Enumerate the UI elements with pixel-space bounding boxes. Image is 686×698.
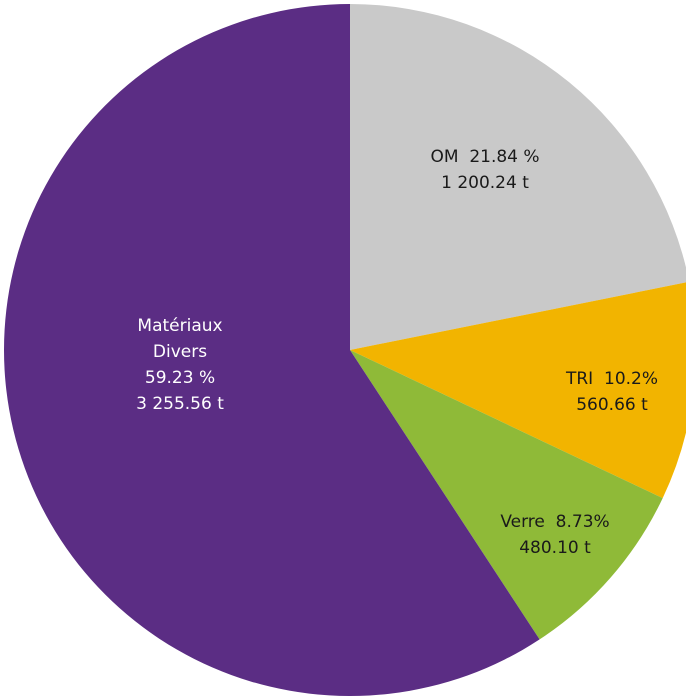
slice-label: TRI 10.2% 560.66 t — [566, 366, 658, 418]
tonnage-label: 560.66 t — [576, 395, 648, 415]
percent-label: 59.23 % — [144, 368, 216, 388]
slice-label: OM 21.84 % 1 200.24 t — [430, 144, 539, 196]
pie-slice — [4, 4, 540, 696]
percent-label: 8.73% — [555, 512, 610, 532]
slice-label: Matériaux Divers 59.23 % 3 255.56 t — [125, 313, 235, 417]
pie-slice — [350, 4, 686, 350]
slice-label: Verre 8.73% 480.10 t — [500, 509, 609, 561]
slice-name: Matériaux Divers — [137, 316, 223, 362]
percent-label: 21.84 % — [469, 147, 540, 167]
slice-name: TRI — [565, 369, 594, 389]
pie-slice — [350, 282, 686, 499]
tonnage-label: 480.10 t — [519, 538, 591, 558]
tonnage-label: 1 200.24 t — [441, 173, 529, 193]
slice-name: Verre — [500, 512, 545, 532]
tonnage-label: 3 255.56 t — [136, 394, 224, 414]
percent-label: 10.2% — [604, 369, 659, 389]
pie-slice — [350, 350, 663, 640]
slice-name: OM — [430, 147, 459, 167]
